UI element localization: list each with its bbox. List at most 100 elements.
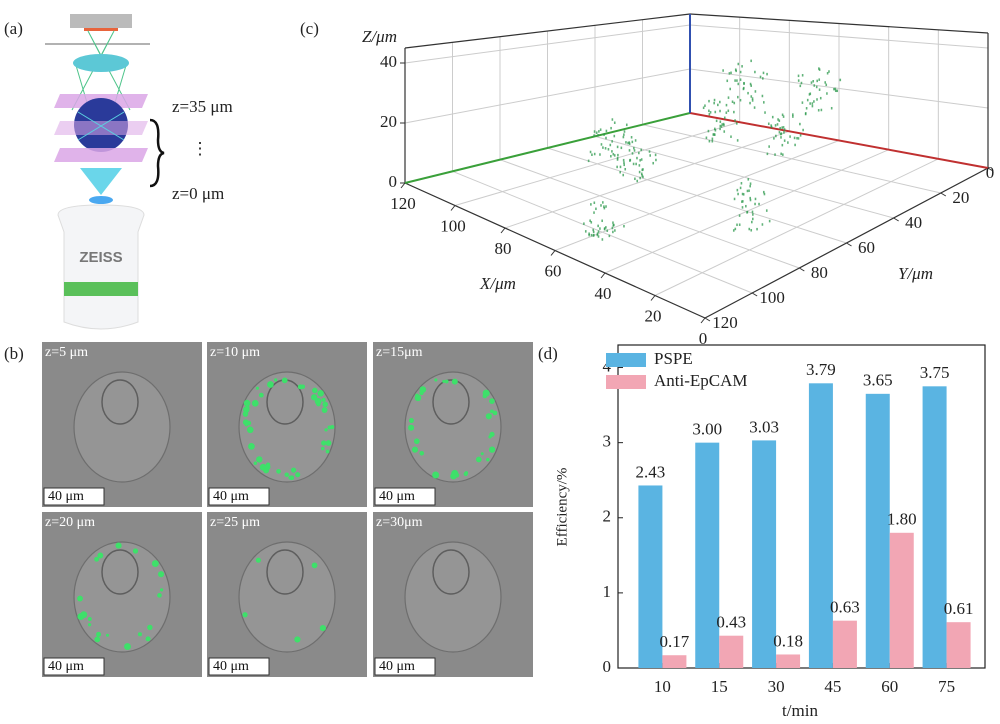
- fluorescence-spot: [124, 643, 131, 651]
- signal-voxel: [617, 153, 619, 157]
- signal-voxel: [738, 214, 741, 217]
- signal-voxel: [754, 202, 756, 206]
- brand: ZEISS: [79, 249, 122, 266]
- signal-voxel: [737, 62, 740, 66]
- signal-voxel: [751, 99, 754, 102]
- fluorescence-spot: [489, 398, 495, 404]
- fluorescence-spot: [314, 397, 322, 405]
- fluorescence-spot: [442, 379, 446, 383]
- fluorescence-spot: [434, 378, 438, 382]
- x-tick-label: 40: [595, 284, 612, 303]
- signal-voxel: [642, 175, 644, 179]
- signal-voxel: [801, 74, 804, 77]
- value-label: 1.80: [887, 510, 917, 529]
- signal-voxel: [605, 226, 607, 229]
- fluorescence-spot: [320, 446, 325, 451]
- signal-voxel: [613, 154, 616, 157]
- signal-voxel: [779, 126, 781, 130]
- signal-voxel: [632, 162, 635, 166]
- signal-voxel: [764, 111, 766, 114]
- signal-voxel: [725, 111, 728, 114]
- signal-voxel: [593, 211, 595, 214]
- scale-box: [374, 657, 436, 676]
- fluorescence-spot: [276, 469, 281, 474]
- wall-grid: [404, 24, 691, 64]
- signal-voxel: [590, 203, 592, 206]
- nucleus: [101, 549, 139, 595]
- fluorescence-spot: [264, 463, 271, 471]
- bar: [889, 532, 914, 668]
- fluorescence-spot: [415, 393, 419, 398]
- signal-voxel: [763, 101, 765, 104]
- signal-voxel: [777, 118, 779, 121]
- fluorescence-spot: [255, 557, 261, 563]
- signal-voxel: [781, 126, 783, 129]
- signal-voxel: [806, 98, 809, 102]
- fluorescence-spot: [248, 443, 255, 450]
- fluorescence-spot: [105, 633, 109, 637]
- x-tick-label: 45: [824, 677, 841, 696]
- signal-voxel: [708, 99, 710, 103]
- signal-voxel: [762, 71, 765, 75]
- signal-voxel: [743, 81, 745, 85]
- tick-mark: [846, 242, 852, 247]
- signal-voxel: [648, 150, 651, 153]
- signal-voxel: [815, 85, 818, 89]
- bar: [776, 654, 801, 668]
- bar: [638, 485, 663, 668]
- signal-voxel: [750, 229, 753, 232]
- signal-voxel: [741, 65, 743, 68]
- fluorescence-spot: [96, 631, 102, 637]
- z-tick-label: 0: [389, 172, 398, 191]
- signal-voxel: [770, 124, 772, 127]
- scale-box: [374, 487, 436, 506]
- signal-voxel: [623, 224, 625, 228]
- signal-voxel: [595, 207, 597, 211]
- signal-voxel: [751, 217, 754, 221]
- signal-voxel: [733, 101, 736, 105]
- signal-voxel: [768, 145, 770, 148]
- signal-voxel: [732, 229, 735, 232]
- fluorescence-spot: [137, 632, 143, 637]
- signal-voxel: [730, 135, 732, 138]
- x-tick-label: 30: [768, 677, 785, 696]
- axis-line: [689, 112, 989, 169]
- signal-voxel: [640, 158, 643, 161]
- signal-voxel: [614, 229, 616, 232]
- fluorescence-spot: [77, 595, 83, 602]
- nucleus: [432, 379, 470, 425]
- signal-voxel: [748, 227, 751, 231]
- signal-voxel: [708, 113, 711, 116]
- fluorescence-spot: [488, 446, 496, 453]
- signal-voxel: [739, 98, 742, 102]
- z-label: z=35 μm: [172, 97, 233, 116]
- fluorescence-spot: [419, 386, 427, 393]
- signal-voxel: [754, 90, 757, 93]
- signal-voxel: [731, 100, 734, 103]
- signal-voxel: [799, 134, 802, 137]
- signal-voxel: [766, 152, 769, 156]
- signal-voxel: [725, 103, 728, 107]
- fluorescence-spot: [284, 472, 289, 477]
- fluorescence-spot: [151, 560, 159, 568]
- signal-voxel: [613, 134, 616, 138]
- signal-voxel: [824, 81, 827, 84]
- plot-frame: [617, 344, 986, 669]
- fluorescence-spot: [488, 435, 492, 439]
- signal-voxel: [834, 87, 837, 91]
- y-tick-label: 1: [603, 582, 612, 601]
- signal-voxel: [593, 130, 596, 133]
- fluorescence-spot: [242, 419, 249, 426]
- fluorescence-spot: [321, 397, 326, 402]
- signal-voxel: [604, 147, 607, 150]
- signal-voxel: [736, 188, 739, 192]
- fluorescence-spot: [295, 472, 301, 478]
- fluorescence-spot: [325, 449, 330, 454]
- signal-voxel: [834, 89, 837, 93]
- signal-voxel: [610, 126, 612, 130]
- signal-voxel: [593, 201, 596, 205]
- signal-voxel: [655, 158, 657, 162]
- signal-voxel: [619, 170, 622, 174]
- signal-voxel: [797, 137, 800, 140]
- y-tick-label: 40: [905, 213, 922, 232]
